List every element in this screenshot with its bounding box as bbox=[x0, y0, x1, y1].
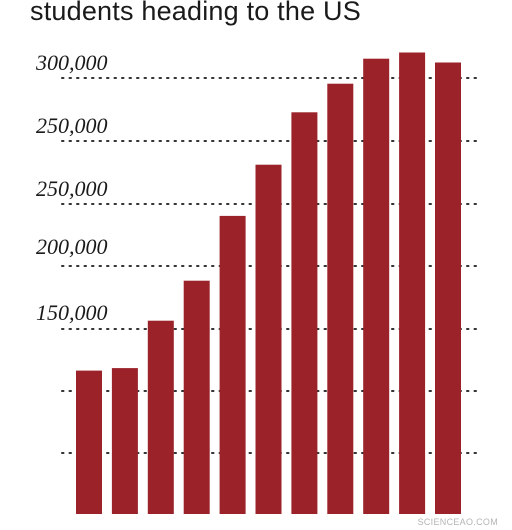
y-tick-label: 200,000 bbox=[36, 234, 108, 259]
bar bbox=[183, 280, 210, 514]
bars bbox=[76, 52, 461, 515]
watermark: SCIENCEAO.COM bbox=[417, 517, 498, 527]
y-tick-label: 300,000 bbox=[35, 50, 108, 75]
bar bbox=[111, 368, 138, 514]
y-tick-label: 250,000 bbox=[36, 113, 108, 138]
bar bbox=[327, 83, 354, 514]
bar bbox=[76, 370, 102, 514]
y-tick-label: 150,000 bbox=[36, 300, 108, 325]
chart-title: students heading to the US bbox=[30, 0, 361, 26]
bar bbox=[219, 215, 246, 514]
bar bbox=[363, 58, 390, 514]
y-tick-label: 250,000 bbox=[36, 176, 108, 201]
bar bbox=[255, 164, 282, 514]
bar bbox=[291, 112, 318, 515]
bar bbox=[399, 52, 426, 514]
y-tick-labels: 300,000 250,000 250,000 200,000 150,000 bbox=[35, 50, 108, 325]
bar bbox=[147, 320, 174, 514]
bar bbox=[435, 62, 461, 514]
